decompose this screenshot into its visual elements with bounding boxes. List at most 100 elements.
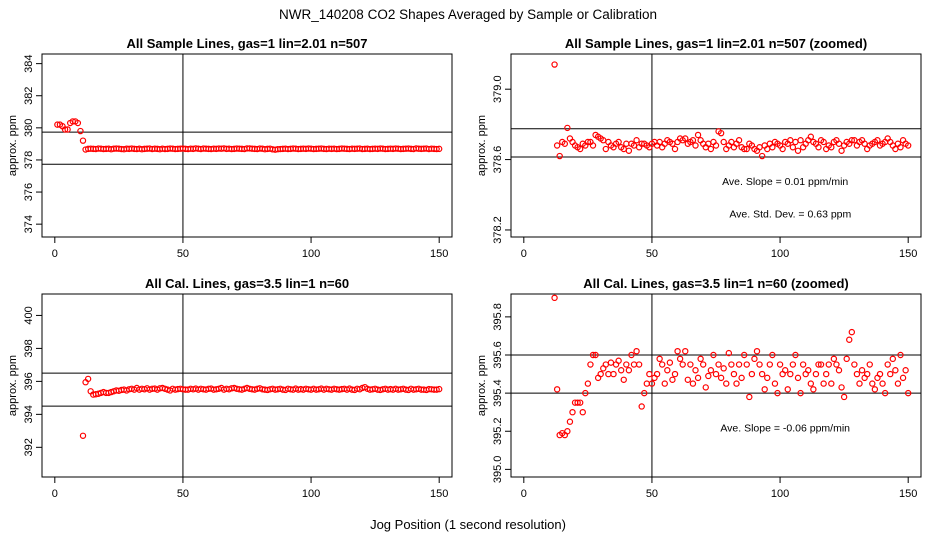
data-point [687, 361, 694, 368]
data-point [643, 380, 651, 387]
data-point [781, 367, 789, 374]
data-point [628, 351, 635, 359]
data-point [758, 370, 766, 378]
data-point [723, 380, 730, 387]
data-point [556, 152, 563, 160]
data-point [635, 361, 643, 368]
data-point [625, 147, 633, 154]
figure-title: NWR_140208 CO2 Shapes Averaged by Sample… [279, 7, 657, 22]
data-point [897, 144, 904, 151]
data-point [717, 374, 725, 382]
data-point [625, 367, 633, 374]
y-tick-label: 394 [23, 405, 35, 423]
data-point [582, 389, 589, 397]
data-point [866, 361, 873, 368]
y-axis-label: approx. ppm [476, 355, 488, 416]
data-point [692, 367, 699, 374]
data-point [682, 135, 689, 142]
data-point [805, 367, 812, 374]
data-point [553, 386, 561, 393]
data-point [658, 361, 666, 368]
data-point [712, 370, 720, 378]
data-point [833, 361, 840, 368]
data-point [433, 386, 440, 393]
x-tick-label: 150 [430, 248, 448, 260]
x-tick-label: 100 [302, 248, 320, 260]
plot-frame [510, 53, 922, 238]
data-point [607, 359, 615, 366]
data-point [853, 370, 861, 378]
y-tick-label: 400 [23, 306, 35, 324]
data-point [84, 375, 92, 383]
data-point [789, 361, 797, 368]
data-point [553, 142, 561, 149]
data-point [725, 349, 733, 357]
data-point [648, 380, 656, 387]
data-point [874, 137, 881, 144]
data-point [620, 376, 627, 383]
data-point [881, 389, 889, 397]
data-point [825, 361, 832, 368]
y-axis-label: approx. ppm [7, 115, 19, 176]
data-point [694, 374, 702, 382]
data-point [894, 380, 902, 387]
data-point [851, 361, 858, 368]
data-point [904, 389, 912, 397]
x-tick-label: 150 [899, 248, 917, 260]
data-point [671, 145, 679, 153]
data-point [835, 367, 843, 374]
data-point [720, 365, 727, 372]
data-point [892, 367, 899, 374]
data-point [746, 393, 753, 401]
data-point [692, 142, 699, 149]
data-point [828, 380, 835, 387]
data-point [792, 138, 799, 146]
data-point [840, 393, 848, 401]
data-point [664, 367, 671, 374]
data-point [887, 370, 894, 378]
x-tick-label: 50 [177, 488, 189, 500]
annotation: Ave. Slope = -0.06 ppm/min [720, 422, 850, 434]
data-point [743, 145, 750, 153]
x-tick-label: 50 [646, 488, 658, 500]
chart-panel-2: All Sample Lines, gas=1 lin=2.01 n=507 (… [476, 36, 922, 260]
data-point [630, 361, 638, 368]
data-point [820, 380, 827, 387]
panels: All Sample Lines, gas=1 lin=2.01 n=507 0 5… [7, 36, 922, 500]
data-point [838, 384, 845, 391]
data-point [769, 144, 776, 151]
data-point [740, 351, 748, 359]
chart-panel-1: All Sample Lines, gas=1 lin=2.01 n=507 0 5… [7, 36, 453, 260]
panel-title: All Sample Lines, gas=1 lin=2.01 n=507 [127, 36, 368, 51]
data-point [787, 370, 794, 378]
data-point [61, 126, 69, 133]
y-tick-label: 384 [23, 54, 35, 72]
data-point [689, 137, 697, 144]
data-point [828, 144, 835, 151]
chart-panel-4: All Cal. Lines, gas=3.5 lin=1 n=60 (zoom… [476, 276, 922, 500]
x-tick-label: 150 [899, 488, 917, 500]
data-point [794, 374, 802, 382]
x-tick-label: 50 [646, 248, 658, 260]
data-point [561, 140, 569, 147]
x-tick-label: 50 [177, 248, 189, 260]
data-point [769, 351, 776, 359]
data-point [789, 144, 797, 151]
data-point [728, 361, 735, 368]
data-point [623, 140, 630, 147]
y-tick-label: 380 [23, 119, 35, 137]
data-point [720, 138, 727, 146]
data-point [740, 145, 748, 153]
y-tick-label: 374 [23, 215, 35, 233]
y-tick-label: 379.0 [492, 75, 504, 103]
annotation: Ave. Std. Dev. = 0.63 ppm [729, 209, 851, 221]
y-tick-label: 392 [23, 438, 35, 456]
data-point [79, 432, 87, 439]
data-point [784, 386, 791, 393]
data-point [638, 403, 645, 410]
x-tick-label: 150 [430, 488, 448, 500]
data-point [615, 138, 622, 146]
data-point [602, 145, 610, 153]
data-point [889, 355, 897, 363]
